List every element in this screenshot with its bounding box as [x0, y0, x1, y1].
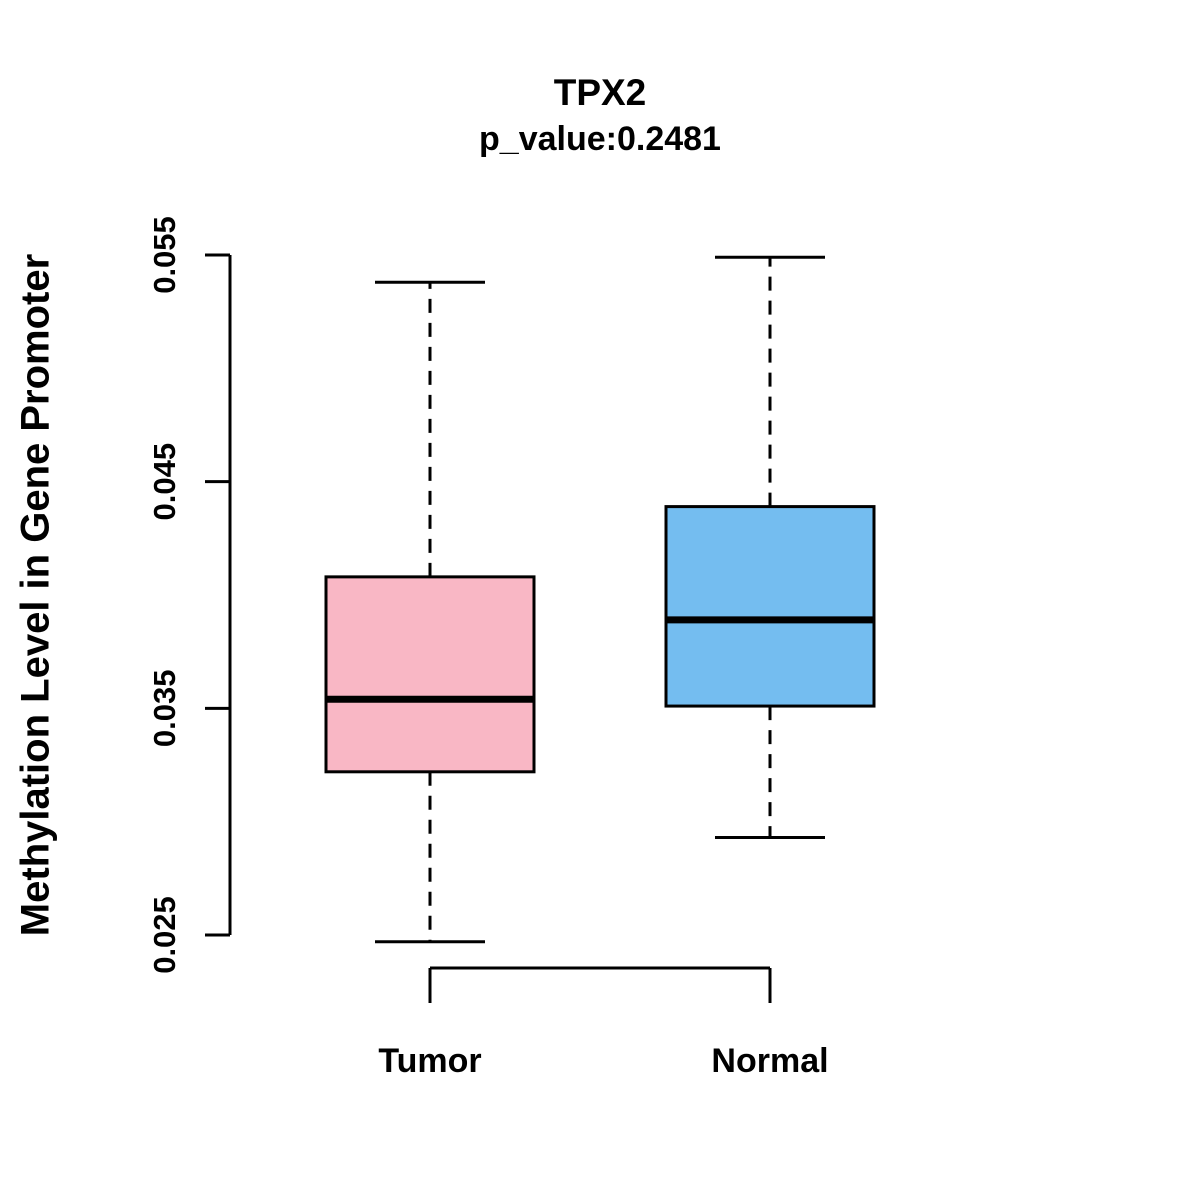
box-normal: [664, 505, 876, 708]
chart-title: TPX2: [553, 72, 647, 113]
box-tumor: [324, 575, 536, 774]
category-label-tumor: Tumor: [378, 1042, 481, 1080]
category-label-normal: Normal: [711, 1042, 828, 1080]
y-tick-label: 0.045: [147, 443, 182, 521]
y-tick-label: 0.055: [147, 216, 182, 294]
y-tick-label: 0.035: [147, 670, 182, 748]
y-tick-label: 0.025: [147, 896, 182, 974]
chart-subtitle: p_value:0.2481: [479, 120, 721, 158]
